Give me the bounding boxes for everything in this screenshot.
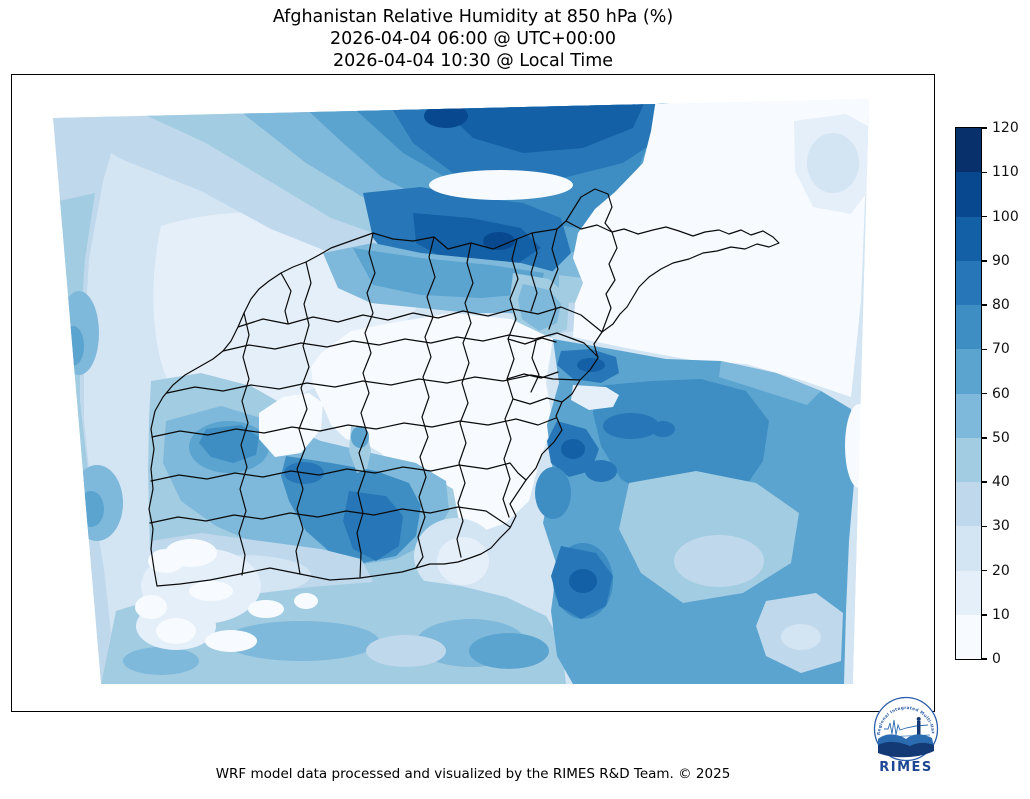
colorbar-segment (956, 216, 981, 261)
logo-wordmark: RIMES (879, 760, 933, 775)
colorbar-tick-label: 120 (992, 120, 1019, 136)
logo-tower-top (916, 717, 921, 721)
colorbar-tick (982, 215, 987, 218)
footer-credit: WRF model data processed and visualized … (215, 766, 731, 782)
colorbar-tick-label: 100 (992, 208, 1019, 225)
colorbar-tick (982, 437, 987, 439)
colorbar-segment (956, 172, 981, 217)
colorbar-tick (982, 127, 987, 129)
colorbar-tick-label: 10 (992, 606, 1010, 623)
colorbar-tick (982, 525, 987, 527)
colorbar-tick (982, 348, 987, 350)
colorbar-segment (956, 128, 981, 173)
colorbar-tick (982, 658, 987, 660)
map-canvas (53, 99, 869, 684)
colorbar-segment (956, 260, 981, 305)
colorbar-tick (982, 614, 987, 616)
colorbar-tick (982, 392, 987, 395)
colorbar-tick-label: 0 (992, 651, 1001, 667)
colorbar-segment (956, 526, 981, 571)
colorbar-segment (956, 393, 981, 438)
colorbar-tick-label: 80 (992, 297, 1010, 313)
colorbar-tick-label: 50 (992, 429, 1010, 446)
colorbar-tick (982, 481, 987, 483)
title-line-3: 2026-04-04 10:30 @ Local Time (332, 51, 614, 71)
colorbar-tick-label: 60 (992, 385, 1010, 402)
colorbar-segment (956, 614, 981, 659)
logo-tower-icon (917, 721, 921, 738)
humidity-contour-field (53, 99, 869, 684)
colorbar-tick-label: 40 (992, 474, 1010, 490)
colorbar-segment (956, 437, 981, 482)
colorbar-tick-label: 70 (992, 341, 1010, 358)
map-axes: Regional Integrated Multi-Hazard Early W… (11, 74, 939, 775)
title-line-1: Afghanistan Relative Humidity at 850 hPa… (272, 7, 674, 27)
colorbar-tick-label: 110 (992, 164, 1019, 181)
colorbar-gradient (956, 128, 981, 659)
colorbar-tick (982, 304, 987, 306)
colorbar-tick (982, 260, 987, 262)
colorbar-segment (956, 482, 981, 527)
colorbar-segment (956, 570, 981, 615)
colorbar-tick (982, 171, 987, 173)
chart-title: Afghanistan Relative Humidity at 850 hPa… (11, 6, 935, 72)
colorbar-tick-label: 90 (992, 252, 1010, 269)
colorbar: 120 110 100 90 80 70 60 50 40 30 20 10 0 (955, 120, 1019, 667)
colorbar-tick (982, 569, 987, 572)
colorbar-tick-label: 20 (992, 562, 1010, 579)
colorbar-tick-label: 30 (992, 518, 1010, 535)
logo-wave-dark (878, 741, 934, 758)
colorbar-segment (956, 349, 981, 394)
province-boundaries (148, 188, 780, 587)
rimes-logo: Regional Integrated Multi-Hazard Early W… (870, 695, 939, 775)
title-line-2: 2026-04-04 06:00 @ UTC+00:00 (329, 29, 617, 49)
colorbar-segment (956, 305, 981, 350)
